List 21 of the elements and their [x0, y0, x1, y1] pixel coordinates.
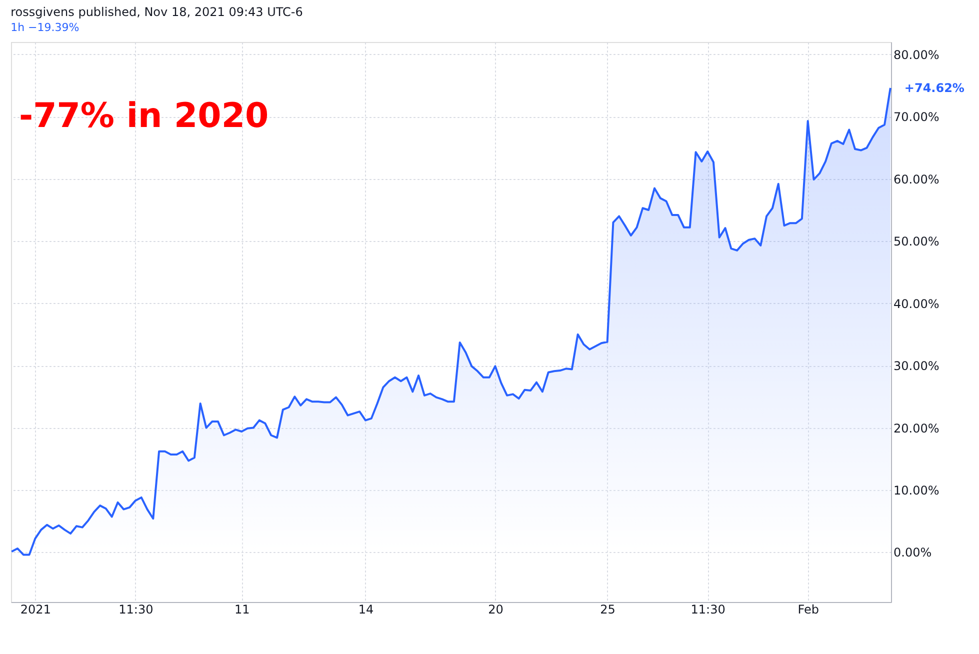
- annotation: -77% in 2020: [19, 96, 269, 136]
- y-tick-label: 50.00%: [894, 234, 940, 249]
- x-tick-label: 25: [600, 602, 616, 616]
- y-tick-label: 10.00%: [894, 484, 940, 498]
- x-tick-label: 20: [488, 602, 504, 616]
- y-tick-label: 40.00%: [894, 296, 940, 311]
- x-tick-label: 11:30: [690, 602, 726, 616]
- x-tick-label: 11:30: [118, 602, 154, 616]
- y-tick-label: 30.00%: [894, 359, 940, 374]
- data-label: +74.62%: [904, 80, 964, 95]
- chart-subtitle: 1h −19.39%: [10, 21, 80, 34]
- y-tick-label: 70.00%: [894, 110, 940, 124]
- chart-title: rossgivens published, Nov 18, 2021 09:43 UTC-6: [10, 5, 303, 19]
- x-tick-label: Feb: [798, 602, 819, 616]
- y-tick-label: 60.00%: [894, 172, 940, 186]
- y-tick-label: 0.00%: [894, 546, 932, 560]
- x-tick-label: 11: [234, 602, 250, 616]
- x-tick-label: 2021: [20, 602, 51, 616]
- y-tick-label: 80.00%: [894, 48, 940, 62]
- x-tick-label: 14: [358, 602, 374, 616]
- y-tick-label: 20.00%: [894, 421, 940, 436]
